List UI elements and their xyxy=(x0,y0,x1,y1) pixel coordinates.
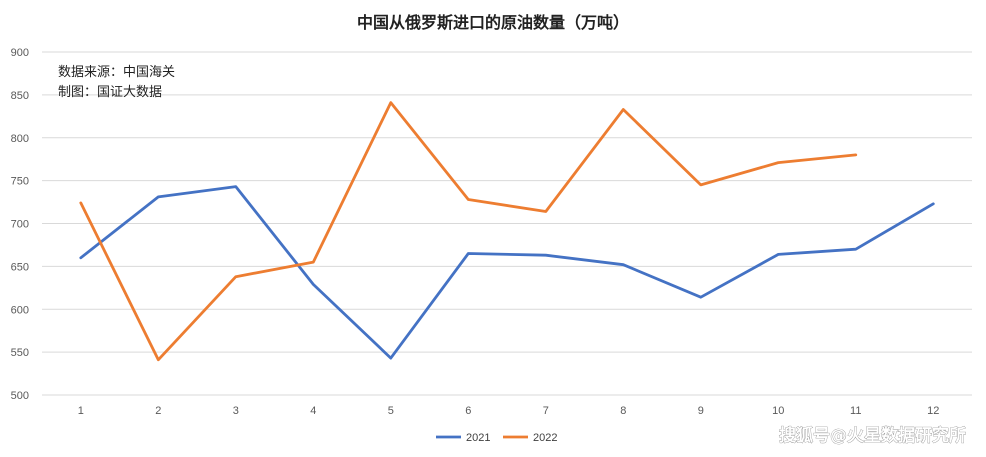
legend: 2021 2022 xyxy=(436,432,557,444)
x-tick-label: 10 xyxy=(772,405,784,417)
x-axis-ticks: 1 2 3 4 5 6 7 8 9 10 11 12 xyxy=(78,405,940,417)
legend-label-2022: 2022 xyxy=(533,432,557,444)
annotation-author: 制图：国证大数据 xyxy=(58,85,162,100)
x-tick-label: 7 xyxy=(543,405,549,417)
x-tick-label: 11 xyxy=(850,405,861,417)
x-tick-label: 4 xyxy=(310,405,316,417)
x-tick-label: 9 xyxy=(698,405,704,417)
y-axis-ticks: 500 550 600 650 700 750 800 850 900 xyxy=(11,47,29,402)
watermark-text: 搜狐号@火星数据研究所 xyxy=(779,425,966,446)
x-tick-label: 5 xyxy=(388,405,394,417)
y-tick-label: 550 xyxy=(11,347,29,359)
annotation-source: 数据来源：中国海关 xyxy=(58,65,175,80)
x-tick-label: 2 xyxy=(155,405,161,417)
y-tick-label: 850 xyxy=(11,90,29,102)
y-tick-label: 750 xyxy=(11,176,29,188)
chart-title: 中国从俄罗斯进口的原油数量（万吨） xyxy=(357,13,629,32)
series-lines xyxy=(79,101,935,362)
series-line-2021 xyxy=(79,185,935,360)
y-tick-label: 900 xyxy=(11,47,29,59)
legend-label-2021: 2021 xyxy=(466,432,490,444)
gridlines xyxy=(42,51,972,396)
y-tick-label: 700 xyxy=(11,219,29,231)
x-tick-label: 8 xyxy=(620,405,626,417)
x-tick-label: 12 xyxy=(927,405,939,417)
y-tick-label: 650 xyxy=(11,261,29,273)
x-tick-label: 6 xyxy=(465,405,471,417)
y-tick-label: 600 xyxy=(11,304,29,316)
series-line-2022 xyxy=(79,101,858,362)
y-tick-label: 500 xyxy=(11,390,29,402)
x-tick-label: 3 xyxy=(233,405,239,417)
y-tick-label: 800 xyxy=(11,133,29,145)
x-tick-label: 1 xyxy=(78,405,84,417)
